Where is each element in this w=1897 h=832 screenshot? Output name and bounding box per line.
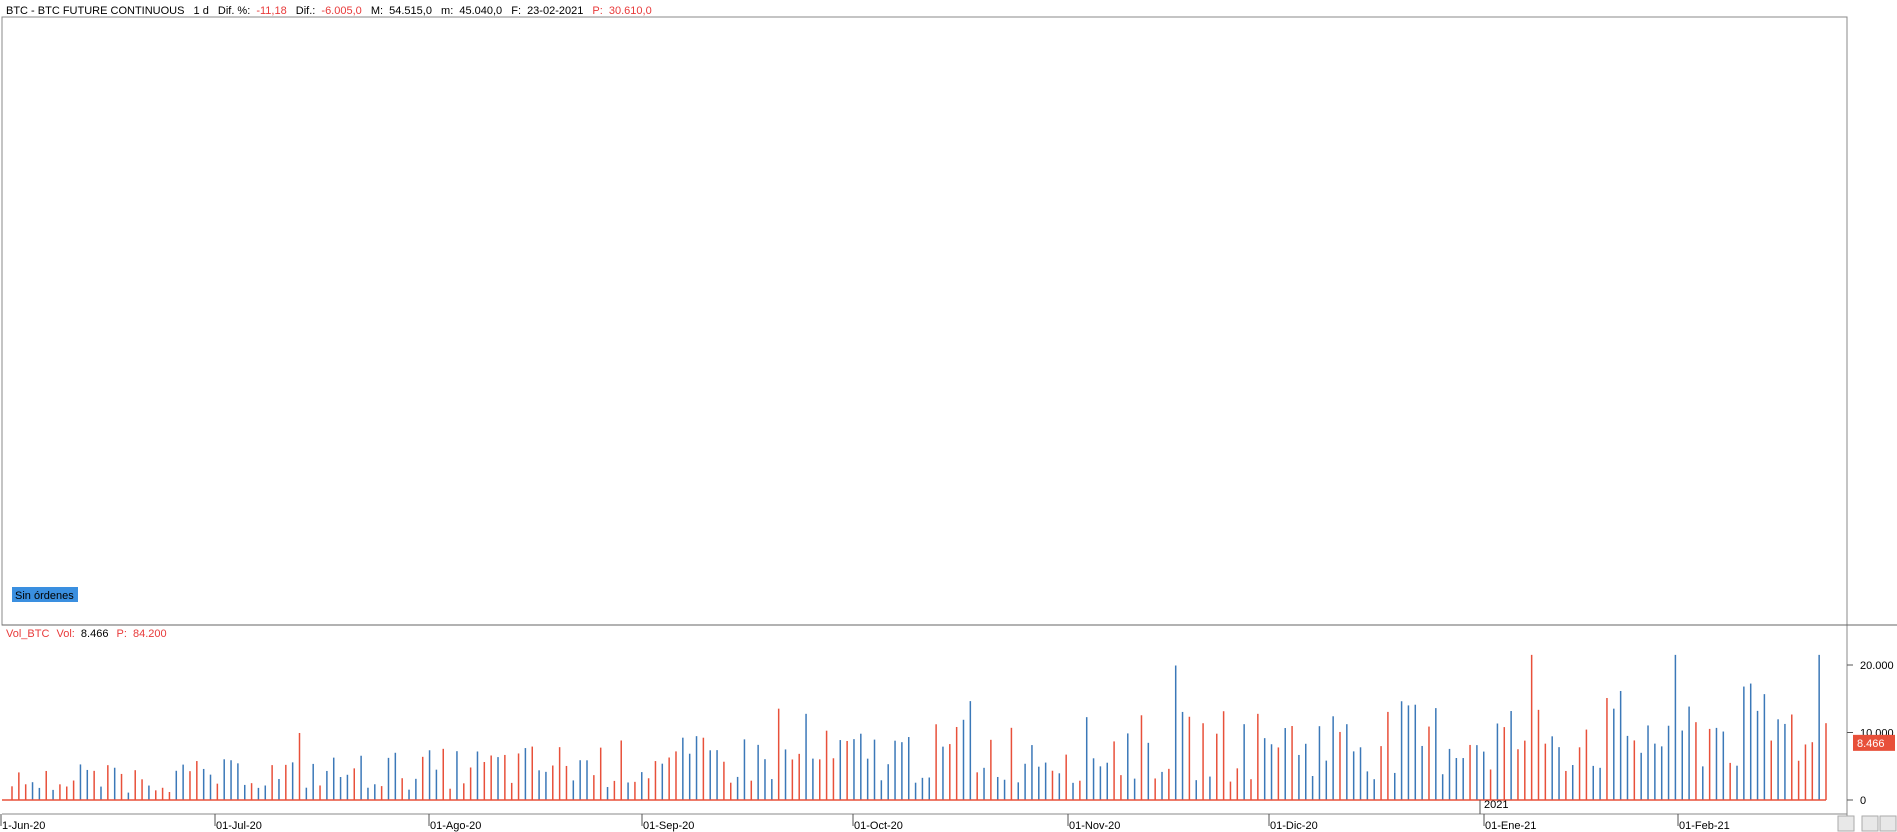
min-value: 45.040,0 [459, 5, 502, 17]
x-tick-label: 01-Ene-21 [1485, 820, 1536, 832]
symbol: BTC - BTC FUTURE CONTINUOUS [6, 5, 184, 17]
volume-bars [2, 654, 1827, 801]
last-volume-label: 8.466 [1857, 738, 1885, 750]
orders-badge-label: Sin órdenes [15, 590, 74, 602]
pin-icon[interactable] [1879, 815, 1897, 832]
x-tick-label: 01-Jul-20 [216, 820, 262, 832]
volume-tick-label: 20.000 [1860, 660, 1894, 672]
x-tick-label: 1-Jun-20 [2, 820, 45, 832]
max-value: 54.515,0 [389, 5, 432, 17]
x-tick-label: 01-Oct-20 [854, 820, 903, 832]
max-label: M: [371, 5, 383, 17]
volume-tick-label: 0 [1860, 795, 1866, 807]
header-symbol: BTC - BTC FUTURE CONTINUOUS 1 d Dif. %: … [6, 5, 652, 17]
last-volume-marker [1853, 734, 1895, 751]
orders-badge[interactable] [12, 587, 78, 602]
x-axis: 1-Jun-20 01-Jul-20 01-Ago-20 01-Sep-20 01-Oc… [0, 799, 1730, 832]
x-tick-label: 01-Ago-20 [430, 820, 481, 832]
min-label: m: [441, 5, 453, 17]
date-value: 23-02-2021 [527, 5, 583, 17]
price-value: 30.610,0 [609, 5, 652, 17]
volume-p-label: P: [117, 628, 127, 640]
bottom-controls[interactable] [1837, 815, 1897, 832]
volume-header: Vol_BTC Vol: 8.466 P: 84.200 [6, 628, 167, 640]
dif-pct-value: -11,18 [256, 5, 286, 17]
x-tick-label: 01-Dic-20 [1270, 820, 1318, 832]
dif-pct-label: Dif. %: [218, 5, 250, 17]
scroll-icon[interactable] [1837, 815, 1855, 832]
dif-label: Dif.: [296, 5, 316, 17]
volume-name: Vol_BTC [6, 628, 49, 640]
date-label: F: [511, 5, 521, 17]
price-label: P: [592, 5, 602, 17]
volume-vol-value: 8.466 [81, 628, 109, 640]
timeframe: 1 d [194, 5, 209, 17]
year-marker: 2021 [1484, 799, 1508, 811]
x-tick-label: 01-Nov-20 [1069, 820, 1120, 832]
x-tick-label: 01-Feb-21 [1679, 820, 1730, 832]
volume-p-value: 84.200 [133, 628, 167, 640]
save-icon[interactable] [1861, 815, 1879, 832]
volume-vol-label: Vol: [56, 628, 74, 640]
price-panel-frame [1, 16, 1848, 626]
x-tick-label: 01-Sep-20 [643, 820, 694, 832]
dif-value: -6.005,0 [321, 5, 361, 17]
